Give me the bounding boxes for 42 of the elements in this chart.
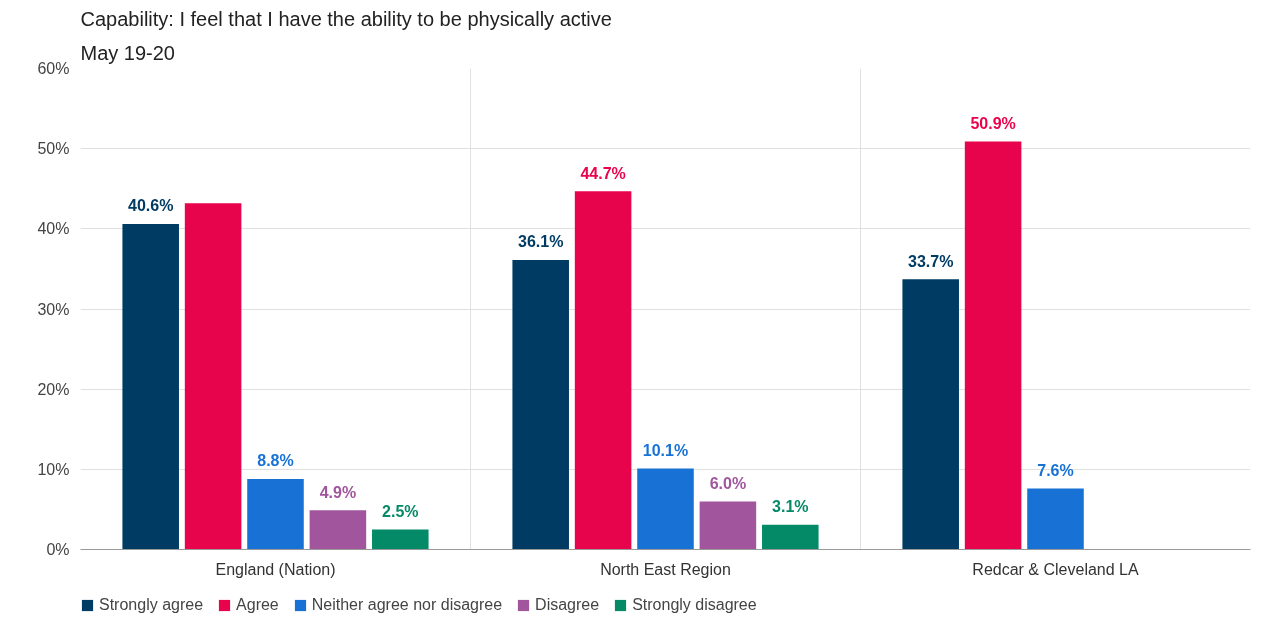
data-label: 36.1% [518, 233, 564, 251]
bar [762, 524, 819, 550]
bar [309, 510, 367, 550]
x-tick-label: England (Nation) [215, 560, 336, 578]
data-label: 50.9% [970, 114, 1016, 132]
bar [512, 260, 569, 550]
data-label: 8.8% [257, 452, 294, 470]
bar [574, 191, 632, 550]
legend-label: Strongly disagree [632, 596, 757, 614]
data-label: 7.6% [1037, 461, 1074, 479]
y-tick-label: 0% [46, 541, 70, 558]
y-tick-label: 10% [37, 460, 70, 478]
legend-label: Agree [236, 596, 279, 614]
data-label: 10.1% [642, 441, 689, 459]
bar [372, 529, 429, 550]
y-tick-label: 30% [37, 300, 70, 318]
data-label: 44.7% [580, 164, 626, 182]
data-label: 33.7% [908, 252, 954, 270]
data-label: 6.0% [709, 474, 747, 492]
legend-label: Disagree [535, 596, 600, 614]
bar [637, 468, 694, 550]
chart-subtitle: May 19-20 [80, 41, 175, 64]
x-tick-label: North East Region [600, 560, 731, 578]
bar [122, 224, 179, 550]
y-tick-label: 60% [37, 60, 70, 77]
data-label: 2.5% [382, 502, 419, 520]
bar [964, 141, 1022, 550]
legend-label: Neither agree nor disagree [311, 596, 503, 614]
chart-title: Capability: I feel that I have the ability to be physically active [80, 7, 612, 30]
y-tick-label: 40% [37, 220, 70, 238]
data-label: 40.6% [128, 197, 174, 215]
data-label: 3.1% [772, 498, 809, 516]
bar [184, 203, 242, 550]
bar [902, 279, 959, 550]
bar [1027, 488, 1084, 550]
legend-label: Strongly agree [99, 596, 204, 614]
x-tick-label: Redcar & Cleveland LA [972, 560, 1139, 578]
data-label: 4.9% [319, 483, 357, 501]
bar [247, 478, 304, 550]
y-tick-label: 20% [37, 380, 70, 398]
bar [699, 501, 757, 550]
y-tick-label: 50% [37, 140, 70, 158]
